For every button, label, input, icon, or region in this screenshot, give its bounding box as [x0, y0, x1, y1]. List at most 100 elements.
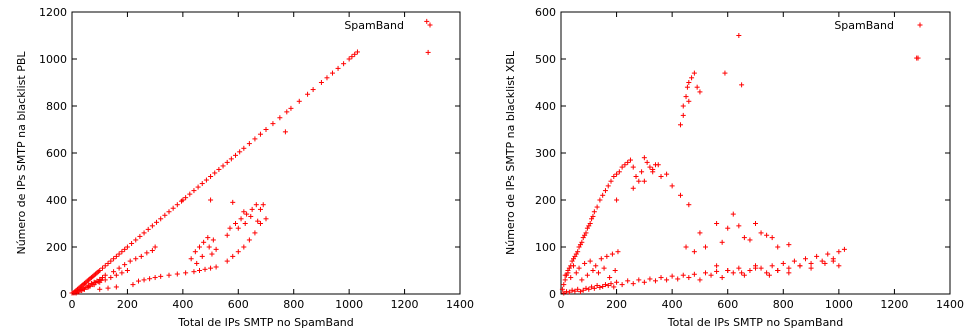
- data-point: [205, 235, 211, 241]
- data-point: [714, 263, 720, 269]
- x-axis-label: Total de IPs SMTP no SpamBand: [177, 316, 354, 329]
- data-point: [136, 278, 142, 284]
- y-tick-label: 1000: [39, 53, 67, 66]
- data-point: [102, 263, 108, 269]
- data-point: [641, 178, 647, 184]
- data-point: [575, 249, 581, 255]
- x-axis-label: Total de IPs SMTP no SpamBand: [667, 316, 844, 329]
- data-point: [686, 80, 692, 85]
- data-point: [237, 149, 243, 155]
- data-point: [116, 265, 122, 271]
- data-point: [579, 277, 585, 283]
- data-point: [248, 213, 254, 219]
- data-point: [580, 287, 586, 293]
- data-point: [819, 258, 825, 264]
- data-point: [113, 272, 119, 278]
- data-point: [224, 159, 230, 165]
- data-point: [349, 54, 355, 60]
- data-point: [124, 244, 130, 250]
- data-point: [216, 166, 222, 172]
- legend-plus-icon: [917, 22, 923, 28]
- data-point: [224, 232, 230, 238]
- data-point: [246, 237, 252, 243]
- x-tick-label: 800: [773, 298, 794, 311]
- data-point: [725, 268, 731, 273]
- data-point: [562, 272, 568, 278]
- data-point: [915, 55, 921, 61]
- x-tick-label: 1400: [936, 298, 964, 311]
- data-point: [244, 211, 250, 217]
- data-point: [683, 94, 689, 100]
- data-point: [263, 216, 269, 222]
- data-point: [174, 271, 180, 277]
- x-tick-label: 200: [606, 298, 627, 311]
- data-point: [730, 211, 736, 217]
- data-point: [228, 156, 234, 162]
- data-point: [282, 129, 288, 135]
- data-point: [86, 284, 92, 290]
- data-point: [625, 278, 631, 284]
- data-point: [758, 265, 764, 271]
- data-point: [605, 183, 611, 189]
- data-point: [747, 237, 753, 243]
- data-point: [208, 174, 214, 179]
- data-point: [246, 141, 252, 147]
- data-point: [636, 277, 642, 283]
- data-point: [633, 174, 639, 179]
- data-point: [318, 80, 324, 85]
- data-point: [575, 286, 581, 292]
- data-point: [609, 251, 615, 257]
- data-point: [691, 70, 697, 76]
- y-tick-label: 500: [535, 53, 556, 66]
- data-point: [113, 284, 119, 290]
- data-point: [664, 277, 670, 283]
- data-point: [647, 276, 653, 282]
- data-point: [249, 206, 255, 212]
- y-tick-label: 100: [535, 241, 556, 254]
- data-point: [196, 268, 202, 273]
- data-point: [658, 275, 664, 281]
- data-point: [149, 248, 155, 254]
- data-point: [736, 223, 742, 229]
- data-point: [97, 268, 103, 273]
- data-point: [257, 206, 263, 212]
- data-point: [596, 270, 602, 276]
- data-point: [579, 239, 585, 245]
- data-point: [590, 268, 596, 273]
- axis-ticks: 0 200 400 600 800 1000 1200 1400 0 100 200 300 400 50…: [535, 6, 964, 311]
- data-point: [195, 184, 201, 190]
- data-point: [158, 216, 164, 222]
- x-tick-label: 600: [717, 298, 738, 311]
- data-point: [747, 268, 753, 273]
- x-tick-label: 400: [662, 298, 683, 311]
- data-point: [836, 249, 842, 255]
- data-point: [775, 244, 781, 250]
- data-point: [102, 272, 108, 278]
- data-point: [113, 253, 119, 259]
- y-tick-label: 400: [46, 194, 67, 207]
- data-point: [568, 275, 574, 281]
- data-point: [764, 270, 770, 276]
- x-tick-label: 800: [283, 298, 304, 311]
- data-point: [324, 75, 330, 81]
- data-point: [152, 275, 158, 281]
- data-point: [199, 253, 205, 259]
- data-point: [587, 258, 593, 264]
- data-point: [616, 169, 622, 175]
- data-point: [119, 249, 125, 255]
- data-point: [233, 221, 239, 226]
- data-point: [124, 268, 130, 273]
- data-point: [330, 70, 336, 76]
- data-point: [615, 249, 621, 255]
- data-point: [630, 185, 636, 191]
- data-point: [183, 270, 189, 276]
- data-point: [569, 287, 575, 293]
- data-point: [675, 276, 681, 282]
- data-point: [641, 279, 647, 285]
- data-point: [680, 103, 686, 109]
- y-tick-label: 400: [535, 100, 556, 113]
- data-point: [590, 213, 596, 219]
- data-point: [270, 121, 276, 127]
- data-point: [561, 290, 567, 296]
- data-point: [183, 195, 189, 201]
